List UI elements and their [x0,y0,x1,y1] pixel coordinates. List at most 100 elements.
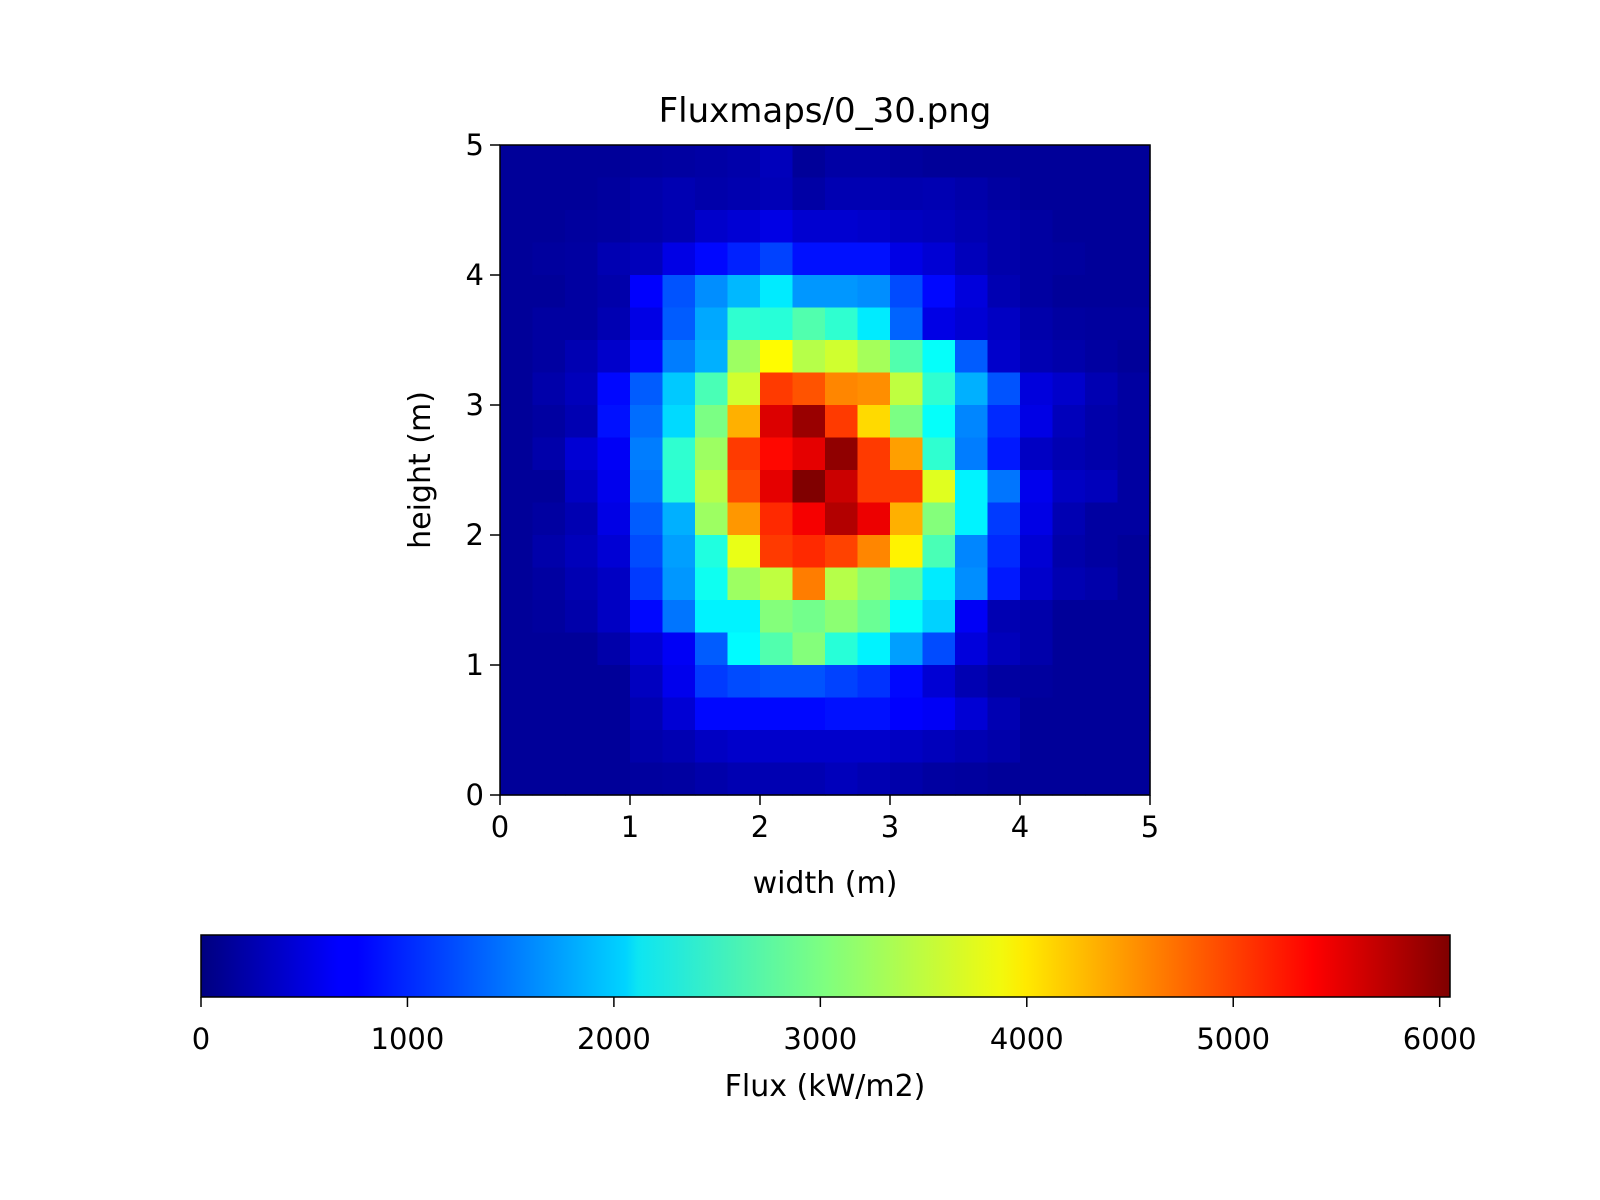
heatmap-cell [662,567,696,601]
heatmap-cell [597,762,631,796]
heatmap-cell [500,275,534,309]
heatmap-cell [1117,567,1151,601]
heatmap-cell [792,242,826,276]
heatmap-cell [857,405,891,439]
heatmap-cell [792,632,826,666]
heatmap-cell [955,405,989,439]
colorbar-tick-label: 3000 [783,1022,857,1056]
heatmap-cell [532,470,566,504]
heatmap-cell [857,665,891,699]
heatmap-cell [662,307,696,341]
heatmap-cell [922,632,956,666]
heatmap-cell [987,275,1021,309]
heatmap-cell [532,372,566,406]
heatmap-cell [1117,437,1151,471]
heatmap-cell [597,697,631,731]
heatmap-cell [630,567,664,601]
heatmap-cell [1117,242,1151,276]
heatmap-cell [857,567,891,601]
heatmap-cell [695,730,729,764]
heatmap-cell [1020,340,1054,374]
heatmap-cell [955,697,989,731]
heatmap-cell [565,502,599,536]
heatmap-cell [1085,145,1119,179]
heatmap-cell [825,242,859,276]
heatmap-cell [565,307,599,341]
heatmap-cell [1052,437,1086,471]
heatmap-cell [922,307,956,341]
heatmap-cell [987,697,1021,731]
heatmap-cell [1117,600,1151,634]
heatmap-cell [630,600,664,634]
heatmap-cell [792,502,826,536]
heatmap-cell [792,470,826,504]
heatmap-cell [532,242,566,276]
heatmap-cell [1117,470,1151,504]
heatmap-cell [500,307,534,341]
heatmap-cell [760,340,794,374]
heatmap-cell [922,145,956,179]
heatmap-cell [760,600,794,634]
heatmap-cell [1052,307,1086,341]
heatmap-cell [760,665,794,699]
heatmap-cell [760,307,794,341]
heatmap-cell [922,730,956,764]
heatmap-cell [597,600,631,634]
heatmap-cell [500,405,534,439]
heatmap-cell [792,762,826,796]
heatmap-cell [597,372,631,406]
heatmap-cell [662,502,696,536]
heatmap-cell [792,730,826,764]
heatmap-cell [857,145,891,179]
heatmap-cell [922,567,956,601]
heatmap-cell [890,242,924,276]
heatmap-cell [630,340,664,374]
heatmap-cell [792,567,826,601]
heatmap-cell [597,437,631,471]
heatmap-cell [890,665,924,699]
heatmap-cell [1117,665,1151,699]
heatmap-cell [500,730,534,764]
heatmap-cell [1085,177,1119,211]
heatmap-cell [695,762,729,796]
heatmap-cell [760,730,794,764]
heatmap-cell [662,340,696,374]
heatmap-cell [662,470,696,504]
heatmap-cell [727,372,761,406]
heatmap-cell [1085,405,1119,439]
x-tick-label: 2 [751,810,769,844]
heatmap-cell [857,730,891,764]
heatmap-cell [1052,340,1086,374]
heatmap-cell [695,600,729,634]
heatmap-cell [630,665,664,699]
heatmap-cell [825,665,859,699]
heatmap-cell [500,372,534,406]
heatmap-cell [922,600,956,634]
heatmap-cell [857,762,891,796]
heatmap-cell [1085,340,1119,374]
heatmap-cell [500,665,534,699]
heatmap-cell [1117,145,1151,179]
heatmap-cell [532,600,566,634]
heatmap-cell [987,405,1021,439]
heatmap-cell [695,665,729,699]
heatmap-cell [890,632,924,666]
heatmap-cell [825,762,859,796]
heatmap-cell [857,535,891,569]
heatmap-cell [1020,210,1054,244]
heatmap-cell [532,730,566,764]
heatmap-cell [792,307,826,341]
heatmap-cell [1020,145,1054,179]
heatmap-cell [1117,632,1151,666]
heatmap-cell [630,762,664,796]
heatmap-cell [955,372,989,406]
heatmap-cell [1052,177,1086,211]
heatmap-cell [987,632,1021,666]
heatmap-cell [955,177,989,211]
heatmap-cell [1085,437,1119,471]
heatmap-cell [727,502,761,536]
heatmap-cell [565,632,599,666]
heatmap-cell [922,405,956,439]
heatmap-cell [987,145,1021,179]
heatmap-cell [1085,567,1119,601]
